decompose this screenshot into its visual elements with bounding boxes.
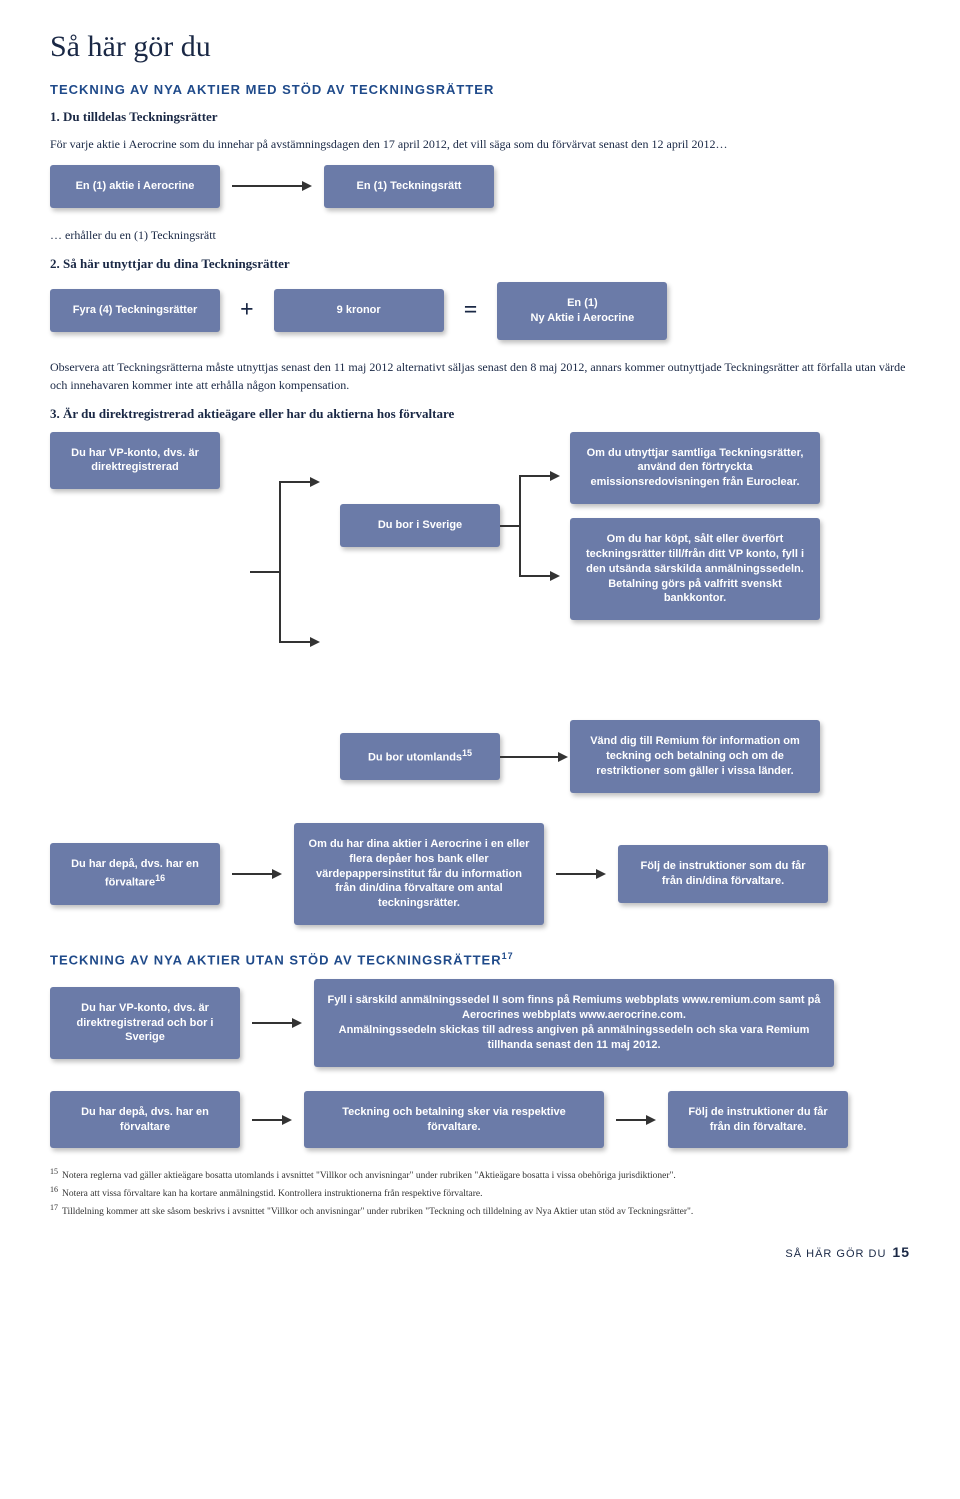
- equals-icon: =: [456, 297, 486, 324]
- step1-tail: … erhåller du en (1) Teckningsrätt: [50, 226, 910, 244]
- s2-row2-left: Du har depå, dvs. har en förvaltare: [50, 1091, 240, 1149]
- box-fyra-teckningsratter: Fyra (4) Teckningsrätter: [50, 289, 220, 332]
- section2-row1: Du har VP-konto, dvs. är direktregistrer…: [50, 979, 910, 1066]
- step2-flow: Fyra (4) Teckningsrätter + 9 kronor = En…: [50, 282, 910, 340]
- step1-flow: En (1) aktie i Aerocrine En (1) Teckning…: [50, 165, 910, 208]
- page-title: Så här gör du: [50, 30, 910, 64]
- plus-icon: +: [232, 297, 262, 324]
- section2-heading: TECKNING AV NYA AKTIER UTAN STÖD AV TECK…: [50, 951, 910, 967]
- arrow-right-icon: [252, 1013, 302, 1033]
- s2-row1-right: Fyll i särskild anmälningssedel II som f…: [314, 979, 834, 1066]
- footer-label: SÅ HÄR GÖR DU: [785, 1248, 886, 1260]
- arrow-right-icon: [616, 1110, 656, 1130]
- footnote-15: Notera reglerna vad gäller aktieägare bo…: [62, 1172, 676, 1182]
- footnotes: 15Notera reglerna vad gäller aktieägare …: [50, 1166, 910, 1220]
- branch-connector-icon: [250, 432, 340, 672]
- tree2: Du har depå, dvs. har en förvaltare16 Om…: [50, 823, 910, 925]
- arrow-right-icon: [232, 864, 282, 884]
- arrow-right-icon: [500, 747, 570, 767]
- tree1-branch-sverige: Du bor i Sverige: [340, 504, 500, 547]
- s2-row2-mid: Teckning och betalning sker via respekti…: [304, 1091, 604, 1149]
- s2-row2-right: Följ de instruktioner du får från din fö…: [668, 1091, 848, 1149]
- tree1-leaf-remium: Vänd dig till Remium för information om …: [570, 720, 820, 793]
- arrow-right-icon: [232, 176, 312, 196]
- s2-row1-left: Du har VP-konto, dvs. är direktregistrer…: [50, 987, 240, 1060]
- tree1-branch-b-label: Du bor utomlands: [368, 752, 462, 764]
- tree1-branch-utomlands: Du bor utomlands15: [340, 733, 500, 780]
- tree2-mid: Om du har dina aktier i Aerocrine i en e…: [294, 823, 544, 925]
- step1-text: För varje aktie i Aerocrine som du inneh…: [50, 135, 910, 153]
- page-footer: SÅ HÄR GÖR DU 15: [50, 1244, 910, 1260]
- box-teckningsratt: En (1) Teckningsrätt: [324, 165, 494, 208]
- arrow-right-icon: [252, 1110, 292, 1130]
- tree1-leaf-euroclear: Om du utnyttjar samtliga Teckningsrätter…: [570, 432, 820, 505]
- arrow-right-icon: [556, 864, 606, 884]
- footer-pagenum: 15: [892, 1244, 910, 1260]
- tree1-branch-b-sup: 15: [462, 748, 472, 758]
- tree2-leaf: Följ de instruktioner som du får från di…: [618, 845, 828, 903]
- section2-heading-sup: 17: [502, 951, 514, 961]
- tree1-leaf-anmalningssedel: Om du har köpt, sålt eller överfört teck…: [570, 518, 820, 620]
- branch-connector-icon: [500, 456, 570, 596]
- section2-row2: Du har depå, dvs. har en förvaltare Teck…: [50, 1091, 910, 1149]
- box-aktie-aerocrine: En (1) aktie i Aerocrine: [50, 165, 220, 208]
- tree2-root: Du har depå, dvs. har en förvaltare16: [50, 843, 220, 904]
- footnote-17: Tilldelning kommer att ske såsom beskriv…: [62, 1207, 693, 1217]
- step3-title: 3. Är du direktregistrerad aktieägare el…: [50, 406, 910, 422]
- step1-title: 1. Du tilldelas Teckningsrätter: [50, 109, 910, 125]
- box-ny-aktie: En (1) Ny Aktie i Aerocrine: [497, 282, 667, 340]
- footnote-16: Notera att vissa förvaltare kan ha korta…: [62, 1190, 482, 1200]
- tree2-root-label: Du har depå, dvs. har en förvaltare: [71, 858, 199, 889]
- tree1-root: Du har VP-konto, dvs. är direktregistrer…: [50, 432, 220, 490]
- section1-heading: TECKNING AV NYA AKTIER MED STÖD AV TECKN…: [50, 82, 910, 97]
- step2-title: 2. Så här utnyttjar du dina Teckningsrät…: [50, 256, 910, 272]
- section2-heading-label: TECKNING AV NYA AKTIER UTAN STÖD AV TECK…: [50, 952, 502, 967]
- tree2-root-sup: 16: [155, 873, 165, 883]
- tree1: Du har VP-konto, dvs. är direktregistrer…: [50, 432, 910, 793]
- box-9-kronor: 9 kronor: [274, 289, 444, 332]
- step2-text: Observera att Teckningsrätterna måste ut…: [50, 358, 910, 394]
